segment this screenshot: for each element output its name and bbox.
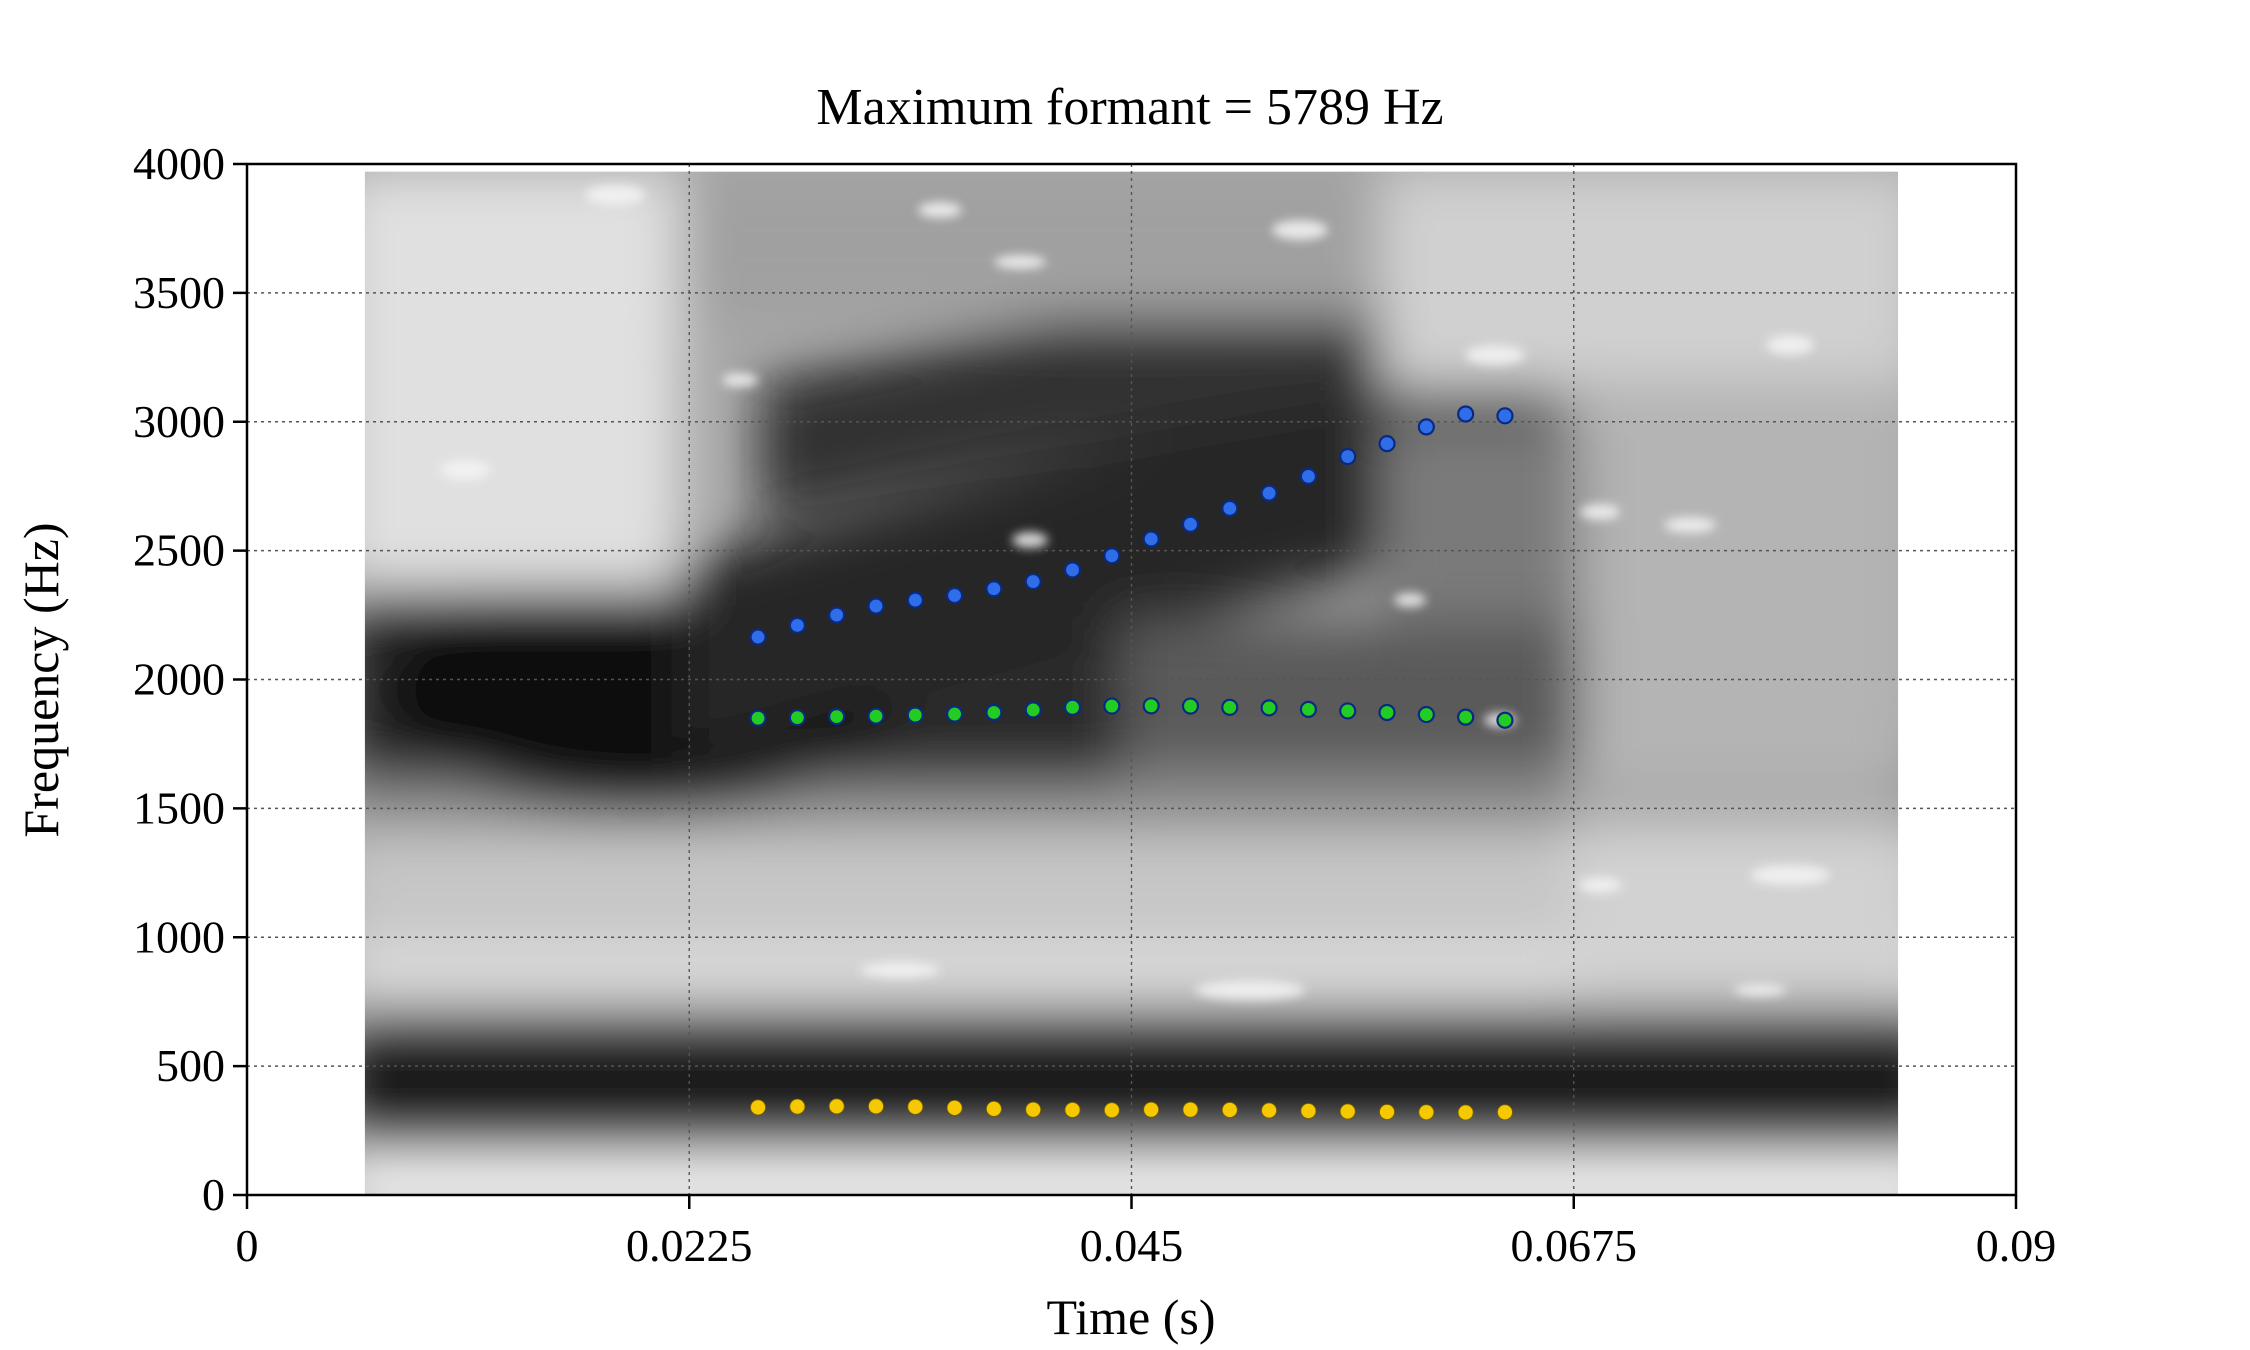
formant-point xyxy=(1378,435,1396,453)
y-axis-title: Frequency (Hz) xyxy=(13,522,69,837)
formant-point xyxy=(1181,697,1200,715)
formant-point xyxy=(906,706,924,724)
formant-point xyxy=(1103,1102,1120,1119)
formant-point xyxy=(907,1098,924,1115)
formant-point xyxy=(1221,1102,1238,1118)
formant-series-1 xyxy=(750,1098,1513,1121)
formant-point xyxy=(1378,703,1396,722)
y-tick-label: 500 xyxy=(156,1040,225,1091)
formant-point xyxy=(867,707,885,725)
formant-point xyxy=(1339,702,1357,720)
plot-frame xyxy=(245,162,2018,1197)
y-tick-label: 2500 xyxy=(133,525,225,576)
spectrogram-background xyxy=(364,171,1899,1196)
formant-point xyxy=(1221,698,1239,716)
formant-point xyxy=(1064,1102,1081,1118)
x-axis-ticks: 0 0.0225 0.045 0.0675 0.09 xyxy=(236,1195,2057,1271)
formant-point xyxy=(945,586,964,605)
formant-point xyxy=(1300,1103,1317,1119)
formant-point xyxy=(789,1098,806,1115)
y-tick-label: 0 xyxy=(202,1169,225,1220)
formant-point xyxy=(906,591,924,609)
formant-point xyxy=(1379,1104,1395,1120)
formant-point xyxy=(750,1099,766,1116)
formant-point xyxy=(1261,1102,1277,1119)
x-tick-label: 0.045 xyxy=(1080,1220,1184,1271)
formant-point xyxy=(1025,1101,1042,1118)
formant-point xyxy=(868,1098,884,1115)
formant-point xyxy=(945,705,964,723)
formant-point xyxy=(1299,467,1318,485)
formant-point xyxy=(1103,547,1121,565)
formant-series-2 xyxy=(749,697,1514,729)
formant-point xyxy=(1024,572,1042,591)
x-tick-label: 0.0225 xyxy=(626,1220,753,1271)
formant-point xyxy=(828,606,846,624)
formant-point xyxy=(985,703,1003,722)
chart-title: Maximum formant = 5789 Hz xyxy=(816,79,1443,136)
formant-point xyxy=(1260,484,1278,502)
formant-point xyxy=(1339,1103,1356,1120)
x-tick-label: 0 xyxy=(236,1220,259,1271)
y-tick-label: 2000 xyxy=(133,654,225,705)
formant-point xyxy=(1142,530,1160,548)
formant-point xyxy=(1457,405,1475,423)
y-tick-label: 1500 xyxy=(133,782,225,833)
grid-lines xyxy=(247,164,2016,1195)
y-axis-ticks: 0 500 1000 1500 2000 2500 3000 3500 4000 xyxy=(133,138,247,1220)
formant-point xyxy=(1496,407,1514,425)
formant-point xyxy=(1182,1101,1199,1118)
formant-point xyxy=(1457,1104,1474,1121)
formant-point xyxy=(1143,1101,1160,1118)
formant-point xyxy=(1181,515,1200,533)
formant-point xyxy=(1024,701,1042,719)
x-tick-label: 0.09 xyxy=(1976,1220,2057,1271)
formant-point xyxy=(749,709,767,727)
formant-point xyxy=(1496,711,1514,729)
formant-point xyxy=(828,708,846,726)
formant-point xyxy=(1260,699,1278,717)
y-tick-label: 4000 xyxy=(133,138,225,189)
formant-point xyxy=(867,597,885,615)
formant-point xyxy=(1299,700,1318,718)
x-axis-title: Time (s) xyxy=(1046,1289,1215,1345)
formant-points xyxy=(749,405,1514,1121)
formant-point xyxy=(1457,708,1475,726)
formant-point xyxy=(1221,499,1239,517)
formant-point xyxy=(1063,561,1082,579)
formant-point xyxy=(1417,705,1435,724)
formant-point xyxy=(828,1098,845,1115)
x-tick-label: 0.0675 xyxy=(1511,1220,1638,1271)
formant-point xyxy=(788,709,806,727)
formant-point xyxy=(1103,697,1121,715)
formant-point xyxy=(1142,697,1160,715)
formant-point xyxy=(749,628,767,646)
y-tick-label: 3000 xyxy=(133,396,225,447)
formant-point xyxy=(1417,418,1435,436)
formant-point xyxy=(788,616,806,634)
formant-point xyxy=(1497,1104,1513,1121)
formant-point xyxy=(1339,447,1357,466)
y-tick-label: 1000 xyxy=(133,911,225,962)
formant-point xyxy=(946,1099,963,1116)
formant-point xyxy=(1063,698,1082,716)
formant-point xyxy=(985,580,1003,598)
y-tick-label: 3500 xyxy=(133,267,225,318)
formant-point xyxy=(1418,1104,1435,1121)
formant-series-3 xyxy=(749,405,1514,646)
formant-point xyxy=(986,1101,1002,1117)
